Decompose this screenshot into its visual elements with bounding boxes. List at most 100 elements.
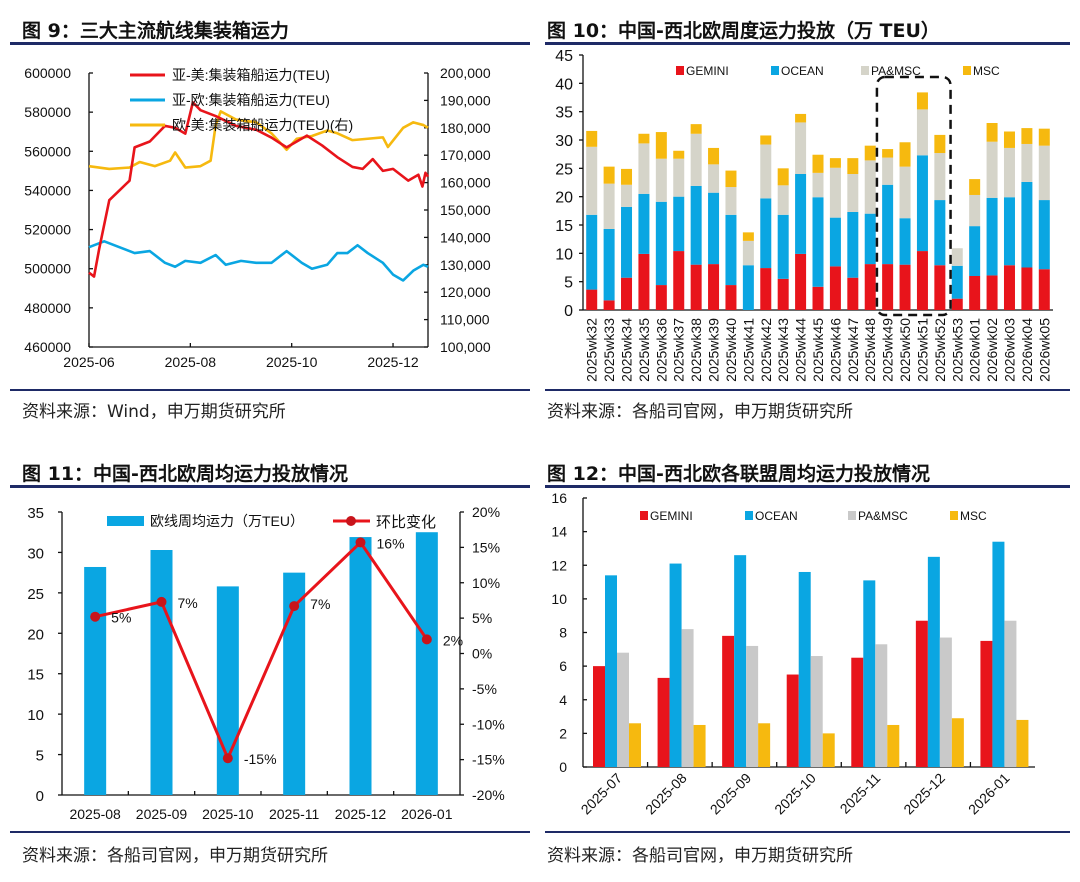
bar-gemini <box>812 286 824 310</box>
y-right-tick-label: 140,000 <box>440 229 491 245</box>
bar-pamsc <box>812 172 824 198</box>
legend-label: OCEAN <box>781 64 824 78</box>
bar-pamsc <box>829 167 841 218</box>
y-left-tick-label: 460000 <box>24 339 71 355</box>
bar-pamsc <box>986 141 998 198</box>
bar-gemini <box>1038 269 1050 310</box>
bar-ocean <box>969 226 981 276</box>
mom-change-point <box>156 596 167 607</box>
bar-ocean <box>760 198 772 269</box>
bar-ocean <box>986 197 998 276</box>
bar-gemini <box>777 278 789 310</box>
bar-ocean <box>992 541 1005 767</box>
bar-weekly-capacity <box>415 532 438 795</box>
bar-gemini <box>899 264 911 310</box>
source-rule <box>10 389 530 391</box>
bar-msc <box>758 723 771 767</box>
bar-pamsc <box>939 637 952 767</box>
bar-gemini <box>915 620 928 767</box>
bar-gemini <box>760 268 772 310</box>
bar-gemini <box>980 640 993 767</box>
bar-msc <box>742 232 754 241</box>
bar-pamsc <box>777 185 789 215</box>
bar-gemini <box>795 253 807 310</box>
y-left-tick-label: 480000 <box>24 300 71 316</box>
bar-gemini <box>1021 267 1033 310</box>
y-left-tick-label: 500000 <box>24 261 71 277</box>
x-tick-label: 2025wk37 <box>671 318 687 382</box>
bar-gemini <box>882 264 894 310</box>
bar-msc <box>934 134 946 154</box>
y-right-tick-label: 5% <box>472 610 492 626</box>
bar-gemini <box>657 677 670 767</box>
legend-label: 欧线周均运力（万TEU） <box>150 513 304 529</box>
x-tick-label: 2025-08 <box>642 770 690 818</box>
y-left-tick-label: 15 <box>27 667 44 684</box>
source-rule <box>545 389 1070 391</box>
bar-gemini <box>969 276 981 310</box>
y-right-tick-label: 170,000 <box>440 147 491 163</box>
bar-pamsc <box>882 157 894 185</box>
bar-ocean <box>605 575 617 767</box>
bar-msc <box>603 166 615 184</box>
bar-pamsc <box>899 166 911 219</box>
x-tick-label: 2025wk40 <box>723 318 739 382</box>
bar-ocean <box>798 571 811 767</box>
x-tick-label: 2025-12 <box>335 806 387 822</box>
legend-swatch <box>640 511 648 520</box>
bar-gemini <box>638 253 650 310</box>
figure-9-title: 图 9：三大主流航线集装箱运力 <box>22 20 289 42</box>
bar-pamsc <box>1021 143 1033 182</box>
x-tick-label: 2025wk52 <box>932 318 948 382</box>
y-left-tick-label: 5 <box>36 748 44 765</box>
bar-msc <box>693 724 706 767</box>
source-rule <box>545 831 1070 833</box>
bar-ocean <box>916 155 928 252</box>
x-tick-label: 2025wk50 <box>897 318 913 382</box>
bar-msc <box>777 168 789 186</box>
legend-label: 亚-美:集装箱船运力(TEU) <box>172 67 330 83</box>
bar-msc <box>969 179 981 195</box>
y-tick-label: 35 <box>555 105 573 122</box>
bar-msc <box>795 113 807 123</box>
bar-pamsc <box>1038 145 1050 201</box>
legend-label: GEMINI <box>686 64 729 78</box>
figure-12-title: 图 12：中国-西北欧各联盟周均运力投放情况 <box>547 463 930 485</box>
bar-pamsc <box>746 645 759 767</box>
legend-label: 欧-美:集装箱船运力(TEU)(右) <box>172 117 353 133</box>
x-tick-label: 2026wk03 <box>1001 318 1017 382</box>
y-tick-label: 25 <box>555 161 573 178</box>
mom-change-point <box>90 611 101 622</box>
figure-10-source: 资料来源：各船司官网，申万期货研究所 <box>547 402 853 422</box>
bar-ocean <box>812 197 824 287</box>
bar-gemini <box>916 251 928 310</box>
legend-swatch <box>861 66 869 75</box>
y-right-tick-label: 200,000 <box>440 65 491 81</box>
y-tick-label: 6 <box>559 658 567 674</box>
y-left-tick-label: 20 <box>27 626 44 643</box>
y-right-tick-label: 150,000 <box>440 202 491 218</box>
bar-ocean <box>934 200 946 266</box>
bar-msc <box>882 149 894 158</box>
bar-ocean <box>673 196 685 252</box>
mom-change-point <box>289 601 300 612</box>
bar-gemini <box>847 277 859 310</box>
legend-label: OCEAN <box>755 509 798 523</box>
bar-gemini <box>593 666 605 767</box>
legend-label: PA&MSC <box>858 509 908 523</box>
y-left-tick-label: 520000 <box>24 222 71 238</box>
bar-gemini <box>621 277 633 310</box>
bar-ocean <box>725 214 737 286</box>
bar-msc <box>1016 719 1029 767</box>
x-tick-label: 2026wk01 <box>967 318 983 382</box>
bar-gemini <box>786 674 799 767</box>
bar-pamsc <box>725 187 737 215</box>
bar-pamsc <box>847 174 859 212</box>
legend-swatch <box>963 66 971 75</box>
y-tick-label: 5 <box>564 275 573 292</box>
bar-pamsc <box>1004 620 1017 767</box>
data-label: 7% <box>178 595 198 611</box>
y-left-tick-label: 25 <box>27 586 44 603</box>
bar-msc <box>673 150 685 159</box>
